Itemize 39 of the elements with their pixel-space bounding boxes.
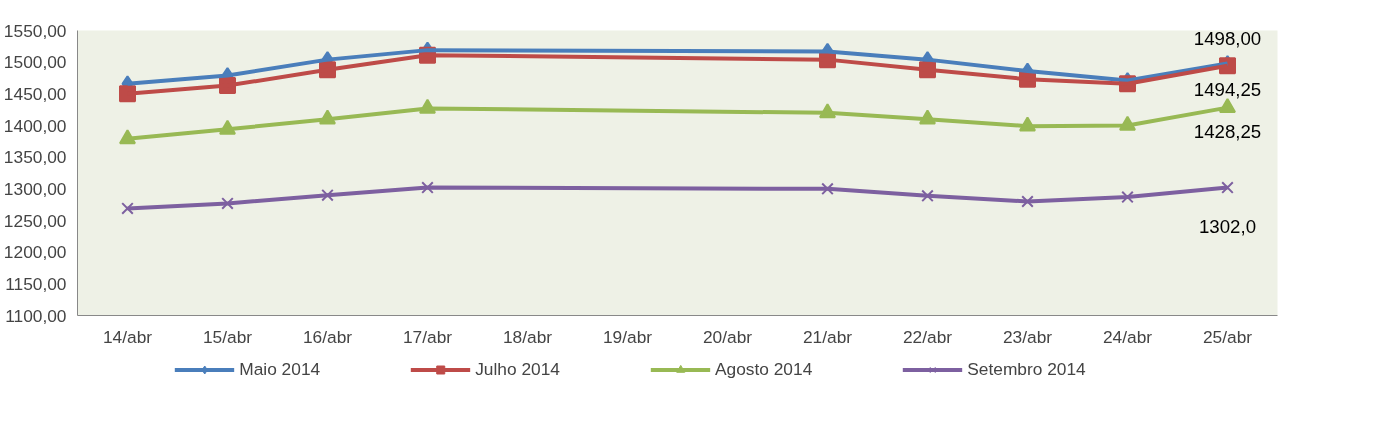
x-tick-label: 21/abr (802, 326, 853, 347)
point (421, 181, 434, 194)
y-tick-label: 1250,00 (3, 210, 67, 231)
data-label: 1302,0 (1198, 215, 1257, 237)
x-tick-label: 16/abr (302, 326, 353, 347)
point (121, 202, 134, 215)
x-tick-label: 17/abr (402, 326, 453, 347)
point (1021, 195, 1034, 208)
legend-label: Julho 2014 (475, 358, 560, 380)
x-tick-label: 24/abr (1102, 326, 1153, 347)
y-tick-label: 1200,00 (3, 242, 67, 263)
y-tick-label: 1550,00 (3, 20, 67, 41)
point (1221, 181, 1234, 194)
point (321, 188, 334, 202)
point (821, 182, 834, 196)
data-label: 1498,00 (1193, 28, 1262, 50)
x-tick-label: 22/abr (902, 326, 953, 347)
y-tick-label: 1350,00 (3, 147, 67, 168)
y-tick-label: 1500,00 (3, 52, 67, 73)
point (221, 197, 234, 210)
x-tick-label: 18/abr (502, 326, 553, 347)
data-label: 1428,25 (1193, 120, 1262, 142)
y-tick-label: 1400,00 (3, 115, 67, 136)
y-tick-label: 1300,00 (3, 178, 67, 199)
x-tick-label: 14/abr (102, 326, 153, 347)
x-tick-label: 25/abr (1202, 326, 1253, 347)
x-tick-label: 23/abr (1002, 326, 1053, 347)
x-tick-label: 20/abr (702, 326, 753, 347)
point (1121, 190, 1134, 204)
legend-label: Setembro 2014 (967, 358, 1086, 380)
x-tick-label: 19/abr (602, 326, 653, 347)
legend-label: Maio 2014 (239, 358, 321, 380)
x-tick-label: 15/abr (202, 326, 253, 347)
point (921, 189, 934, 203)
data-label: 1494,25 (1193, 78, 1262, 100)
legend-label: Agosto 2014 (714, 358, 813, 380)
y-tick-label: 1150,00 (5, 273, 67, 294)
y-tick-label: 1100,00 (5, 305, 67, 326)
y-tick-label: 1450,00 (3, 83, 67, 104)
